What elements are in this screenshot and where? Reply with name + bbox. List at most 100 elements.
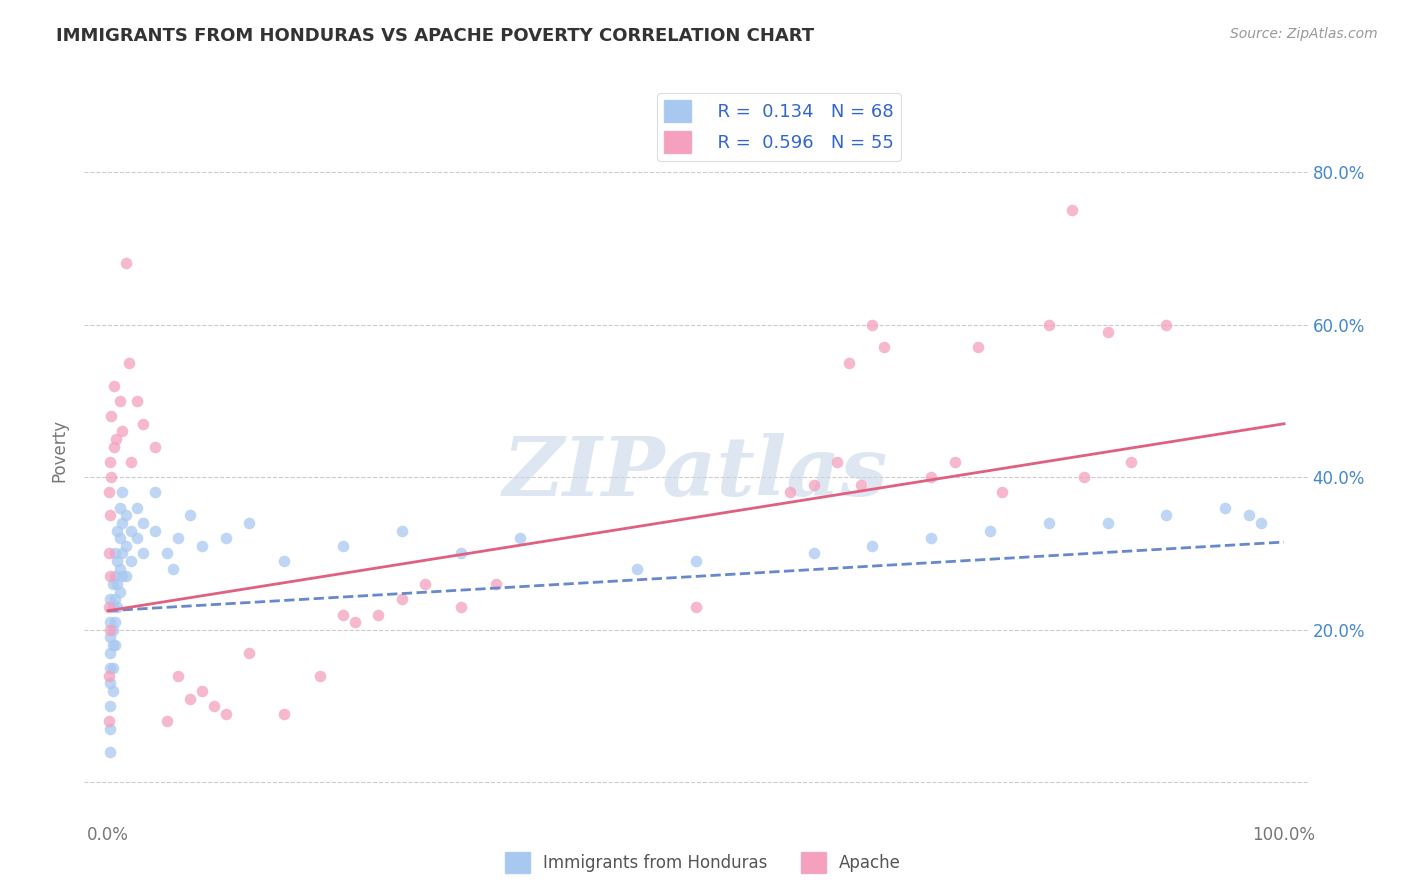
Point bbox=[214, 531, 236, 545]
Point bbox=[1156, 508, 1178, 523]
Point bbox=[108, 500, 131, 515]
Point bbox=[104, 569, 127, 583]
Point bbox=[849, 478, 872, 492]
Point bbox=[191, 684, 214, 698]
Point bbox=[98, 631, 121, 645]
Point bbox=[114, 539, 136, 553]
Point bbox=[105, 524, 128, 538]
Point bbox=[98, 661, 121, 675]
Point bbox=[143, 524, 166, 538]
Point bbox=[1073, 470, 1095, 484]
Point bbox=[118, 356, 141, 370]
Point bbox=[127, 393, 149, 408]
Point bbox=[98, 485, 121, 500]
Point bbox=[108, 393, 131, 408]
Point bbox=[162, 562, 184, 576]
Point bbox=[108, 562, 131, 576]
Point bbox=[98, 646, 121, 660]
Point bbox=[127, 531, 149, 545]
Point bbox=[120, 554, 142, 568]
Point bbox=[156, 714, 179, 729]
Point bbox=[167, 531, 190, 545]
Point bbox=[415, 577, 437, 591]
Point bbox=[860, 539, 883, 553]
Point bbox=[98, 455, 121, 469]
Point bbox=[1156, 318, 1178, 332]
Point bbox=[509, 531, 531, 545]
Point bbox=[104, 615, 127, 630]
Point bbox=[485, 577, 508, 591]
Point bbox=[1038, 318, 1060, 332]
Legend:   R =  0.134   N = 68,   R =  0.596   N = 55: R = 0.134 N = 68, R = 0.596 N = 55 bbox=[657, 93, 901, 161]
Point bbox=[391, 524, 413, 538]
Point bbox=[103, 378, 125, 392]
Point bbox=[143, 440, 166, 454]
Point bbox=[1038, 516, 1060, 530]
Point bbox=[967, 340, 990, 354]
Point bbox=[105, 554, 128, 568]
Point bbox=[308, 668, 330, 682]
Point bbox=[1121, 455, 1143, 469]
Point bbox=[120, 524, 142, 538]
Point bbox=[1097, 325, 1119, 339]
Point bbox=[132, 516, 155, 530]
Point bbox=[214, 706, 236, 721]
Point bbox=[98, 699, 121, 714]
Point bbox=[238, 646, 260, 660]
Point bbox=[1250, 516, 1272, 530]
Point bbox=[202, 699, 225, 714]
Point bbox=[367, 607, 389, 622]
Point bbox=[114, 508, 136, 523]
Point bbox=[108, 531, 131, 545]
Point bbox=[98, 745, 121, 759]
Point bbox=[685, 599, 707, 614]
Text: ZIPatlas: ZIPatlas bbox=[503, 433, 889, 513]
Point bbox=[98, 668, 121, 682]
Point bbox=[104, 547, 127, 561]
Point bbox=[1237, 508, 1260, 523]
Point bbox=[238, 516, 260, 530]
Point bbox=[98, 722, 121, 736]
Point bbox=[332, 539, 354, 553]
Point bbox=[626, 562, 648, 576]
Point bbox=[111, 569, 134, 583]
Legend: Immigrants from Honduras, Apache: Immigrants from Honduras, Apache bbox=[498, 846, 908, 880]
Point bbox=[991, 485, 1014, 500]
Point bbox=[179, 691, 201, 706]
Point bbox=[685, 554, 707, 568]
Point bbox=[104, 592, 127, 607]
Point bbox=[332, 607, 354, 622]
Text: Source: ZipAtlas.com: Source: ZipAtlas.com bbox=[1230, 27, 1378, 41]
Point bbox=[343, 615, 366, 630]
Point bbox=[98, 547, 121, 561]
Point bbox=[111, 516, 134, 530]
Point bbox=[1097, 516, 1119, 530]
Point bbox=[111, 547, 134, 561]
Point bbox=[450, 599, 472, 614]
Point bbox=[860, 318, 883, 332]
Point bbox=[101, 577, 124, 591]
Point bbox=[101, 623, 124, 637]
Point bbox=[873, 340, 896, 354]
Point bbox=[1062, 202, 1084, 217]
Point bbox=[803, 478, 825, 492]
Point bbox=[391, 592, 413, 607]
Point bbox=[98, 592, 121, 607]
Point bbox=[105, 577, 128, 591]
Point bbox=[825, 455, 848, 469]
Point bbox=[101, 638, 124, 652]
Text: IMMIGRANTS FROM HONDURAS VS APACHE POVERTY CORRELATION CHART: IMMIGRANTS FROM HONDURAS VS APACHE POVER… bbox=[56, 27, 814, 45]
Point bbox=[838, 356, 860, 370]
Point bbox=[179, 508, 201, 523]
Point bbox=[108, 584, 131, 599]
Point bbox=[132, 417, 155, 431]
Point bbox=[98, 615, 121, 630]
Point bbox=[105, 599, 128, 614]
Y-axis label: Poverty: Poverty bbox=[51, 419, 69, 482]
Point bbox=[1213, 500, 1236, 515]
Point bbox=[100, 470, 122, 484]
Point bbox=[779, 485, 801, 500]
Point bbox=[803, 547, 825, 561]
Point bbox=[101, 599, 124, 614]
Point bbox=[101, 684, 124, 698]
